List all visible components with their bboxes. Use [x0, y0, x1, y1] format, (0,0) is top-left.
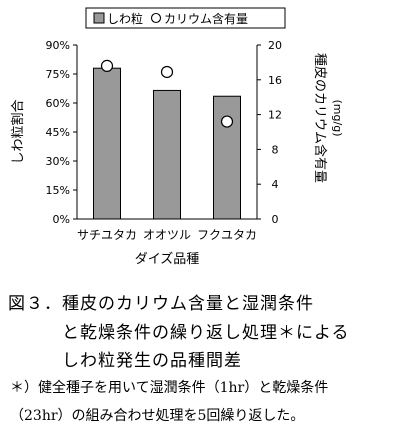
left-tick-label: 90%	[46, 39, 70, 52]
point-1	[100, 59, 114, 72]
right-tick-label: 16	[268, 74, 282, 87]
left-tick-label: 45%	[46, 126, 70, 139]
y2-axis-unit: (mg/g)	[331, 100, 344, 137]
bar-3	[213, 95, 241, 220]
category-label: オオツル	[143, 228, 191, 242]
left-tick-label: 15%	[46, 184, 70, 197]
right-tick-label: 4	[272, 178, 279, 191]
legend-point-swatch	[150, 12, 162, 24]
bar-1	[93, 67, 121, 220]
legend-bar-label: しわ粒	[107, 11, 143, 26]
footnote-line-1: ＊）健全種子を用いて湿潤条件（1hr）と乾燥条件	[10, 380, 329, 396]
bar-series	[93, 67, 241, 220]
legend-point-label: カリウム含有量	[164, 11, 248, 26]
right-tick-label: 8	[272, 143, 279, 156]
point-series	[100, 59, 234, 128]
figure-caption-line-1: 図３．種皮のカリウム含量と湿潤条件	[8, 294, 314, 314]
y2-axis-title: 種皮のカリウム含有量	[312, 53, 328, 183]
category-label: フクユタカ	[197, 228, 257, 242]
y-axis-title: しわ粒割合	[10, 99, 26, 164]
right-tick-label: 20	[268, 39, 282, 52]
left-tick-label: 60%	[46, 97, 70, 110]
left-tick-label: 30%	[46, 155, 70, 168]
right-tick-label: 0	[272, 213, 279, 226]
left-tick-label: 75%	[46, 68, 70, 81]
legend-bar-swatch	[93, 12, 105, 24]
point-3	[220, 115, 234, 128]
category-label: サチユタカ	[77, 228, 137, 242]
x-axis-title: ダイズ品種	[135, 251, 200, 267]
left-tick-label: 0%	[53, 213, 70, 226]
figure-caption-line-2: と乾燥条件の繰り返し処理＊による	[62, 323, 350, 343]
right-tick-label: 12	[268, 109, 282, 122]
bar-2	[153, 89, 181, 220]
chart: しわ粒 カリウム含有量 0% 15% 30% 45% 60% 75% 90% 0 4 8 12 16 20…	[10, 7, 344, 267]
legend-box	[85, 7, 286, 29]
legend: しわ粒 カリウム含有量	[85, 7, 286, 29]
footnote-line-2: （23hr）の組み合わせ処理を5回繰り返した。	[10, 408, 305, 424]
figure-caption-line-3: しわ粒発生の品種間差	[62, 351, 242, 371]
point-2	[160, 65, 174, 79]
